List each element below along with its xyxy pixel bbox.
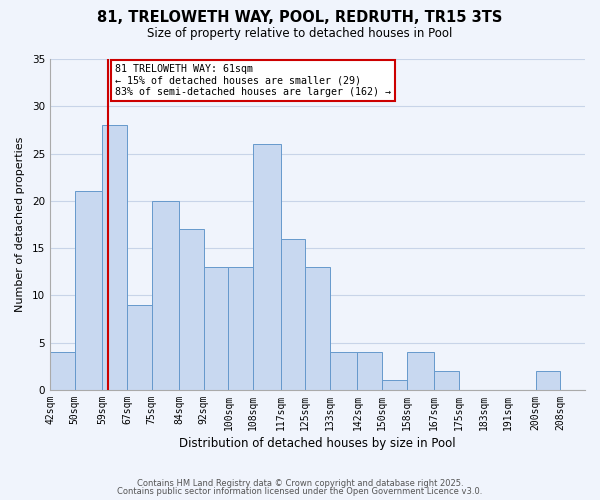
Bar — [382, 380, 407, 390]
Y-axis label: Number of detached properties: Number of detached properties — [15, 137, 25, 312]
Bar — [103, 125, 127, 390]
Bar — [229, 267, 253, 390]
Bar — [127, 305, 152, 390]
Bar — [358, 352, 382, 390]
Bar — [407, 352, 434, 390]
Text: 81, TRELOWETH WAY, POOL, REDRUTH, TR15 3TS: 81, TRELOWETH WAY, POOL, REDRUTH, TR15 3… — [97, 10, 503, 25]
Text: Contains public sector information licensed under the Open Government Licence v3: Contains public sector information licen… — [118, 487, 482, 496]
Bar — [50, 352, 74, 390]
Text: 81 TRELOWETH WAY: 61sqm
← 15% of detached houses are smaller (29)
83% of semi-de: 81 TRELOWETH WAY: 61sqm ← 15% of detache… — [115, 64, 391, 97]
Bar — [434, 371, 459, 390]
Bar — [179, 229, 204, 390]
X-axis label: Distribution of detached houses by size in Pool: Distribution of detached houses by size … — [179, 437, 456, 450]
Text: Contains HM Land Registry data © Crown copyright and database right 2025.: Contains HM Land Registry data © Crown c… — [137, 478, 463, 488]
Bar — [536, 371, 560, 390]
Bar — [253, 144, 281, 390]
Bar — [305, 267, 330, 390]
Bar — [281, 238, 305, 390]
Bar — [152, 201, 179, 390]
Bar — [330, 352, 358, 390]
Bar — [74, 192, 103, 390]
Text: Size of property relative to detached houses in Pool: Size of property relative to detached ho… — [148, 28, 452, 40]
Bar — [204, 267, 229, 390]
